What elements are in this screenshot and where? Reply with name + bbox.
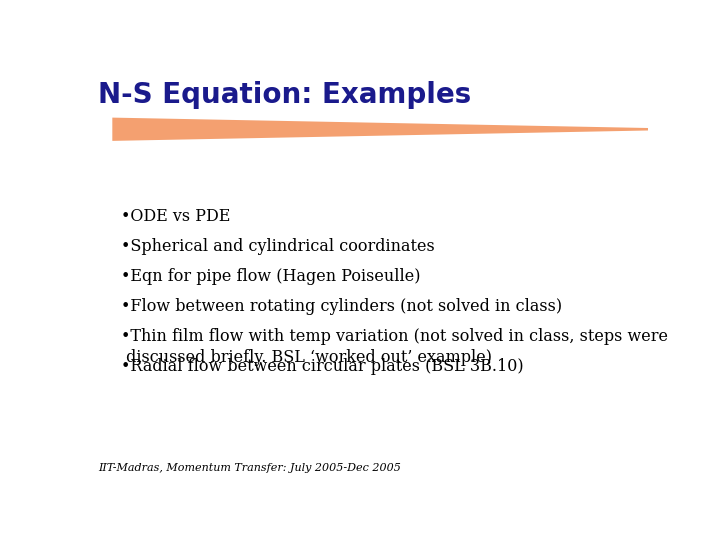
Text: •Spherical and cylindrical coordinates: •Spherical and cylindrical coordinates [121, 238, 434, 255]
Text: •Thin film flow with temp variation (not solved in class, steps were
 discussed : •Thin film flow with temp variation (not… [121, 328, 667, 366]
Text: IIT-Madras, Momentum Transfer: July 2005-Dec 2005: IIT-Madras, Momentum Transfer: July 2005… [99, 463, 401, 473]
Text: N-S Equation: Examples: N-S Equation: Examples [99, 82, 472, 110]
Polygon shape [112, 118, 648, 141]
Text: •Eqn for pipe flow (Hagen Poiseulle): •Eqn for pipe flow (Hagen Poiseulle) [121, 268, 420, 285]
Text: •ODE vs PDE: •ODE vs PDE [121, 208, 230, 225]
Text: •Flow between rotating cylinders (not solved in class): •Flow between rotating cylinders (not so… [121, 298, 562, 315]
Text: •Radial flow between circular plates (BSL 3B.10): •Radial flow between circular plates (BS… [121, 358, 523, 375]
